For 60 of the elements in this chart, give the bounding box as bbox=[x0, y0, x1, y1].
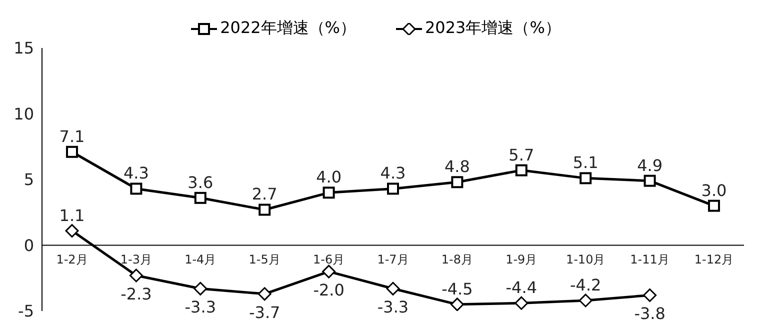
point bbox=[65, 224, 79, 238]
data-label: 4.8 bbox=[444, 157, 470, 176]
data-label: -3.3 bbox=[184, 298, 216, 317]
point bbox=[66, 146, 78, 158]
point bbox=[580, 172, 592, 184]
data-label: 2.7 bbox=[252, 184, 278, 204]
data-label: -2.0 bbox=[313, 280, 344, 300]
data-label: 7.1 bbox=[59, 126, 85, 146]
data-label: 4.3 bbox=[380, 164, 406, 183]
x-tick-label: 1-11月 bbox=[630, 252, 670, 266]
x-tick-label: 1-4月 bbox=[184, 252, 216, 266]
data-label: 5.1 bbox=[572, 153, 598, 172]
data-label: 4.3 bbox=[123, 164, 149, 183]
x-tick-label: 1-2月 bbox=[56, 252, 88, 266]
x-tick-label: 1-8月 bbox=[441, 252, 474, 266]
data-label: 4.0 bbox=[316, 168, 342, 187]
x-tick-label: 1-10月 bbox=[566, 252, 606, 266]
data-label: 3.6 bbox=[188, 172, 214, 192]
y-tick-label: 5 bbox=[24, 170, 34, 190]
x-tick-label: 1-9月 bbox=[506, 252, 538, 266]
point bbox=[322, 186, 335, 199]
x-tick-label: 1-5月 bbox=[248, 252, 280, 266]
point bbox=[387, 182, 399, 195]
point bbox=[194, 192, 206, 204]
data-label: -3.3 bbox=[377, 298, 409, 317]
x-tick-label: 1-3月 bbox=[120, 252, 152, 266]
x-tick-label: 1-12月 bbox=[694, 252, 734, 266]
x-tick-label: 1-6月 bbox=[312, 252, 345, 266]
data-label: 1.1 bbox=[59, 206, 85, 225]
data-label: -3.7 bbox=[248, 302, 280, 322]
data-label: -2.3 bbox=[120, 284, 152, 304]
data-label: -4.4 bbox=[506, 278, 538, 298]
x-tick-label: 1-7月 bbox=[377, 252, 409, 266]
point bbox=[129, 268, 143, 282]
point bbox=[322, 264, 336, 278]
data-label: -4.5 bbox=[442, 279, 473, 298]
y-tick-label: 15 bbox=[14, 38, 34, 58]
data-label: 3.0 bbox=[701, 180, 727, 200]
point bbox=[194, 282, 208, 296]
point bbox=[644, 174, 656, 187]
data-label: 4.9 bbox=[637, 156, 663, 175]
legend-label: 2023年增速（%） bbox=[424, 18, 561, 39]
data-label: -4.2 bbox=[570, 275, 602, 294]
y-tick-label: 0 bbox=[24, 236, 34, 255]
point bbox=[643, 288, 657, 302]
point bbox=[451, 176, 464, 188]
point bbox=[578, 294, 592, 308]
point bbox=[708, 200, 720, 212]
data-label: 5.7 bbox=[508, 145, 534, 164]
point bbox=[450, 298, 464, 311]
point bbox=[130, 182, 142, 195]
y-tick-label: -5 bbox=[18, 302, 34, 321]
legend-label: 2022年增速（%） bbox=[219, 18, 356, 39]
point bbox=[258, 204, 271, 216]
y-tick-label: 10 bbox=[14, 104, 34, 124]
point bbox=[514, 296, 528, 310]
data-label: -3.8 bbox=[634, 304, 666, 324]
point bbox=[258, 287, 272, 301]
point bbox=[515, 164, 528, 176]
point bbox=[386, 282, 400, 296]
